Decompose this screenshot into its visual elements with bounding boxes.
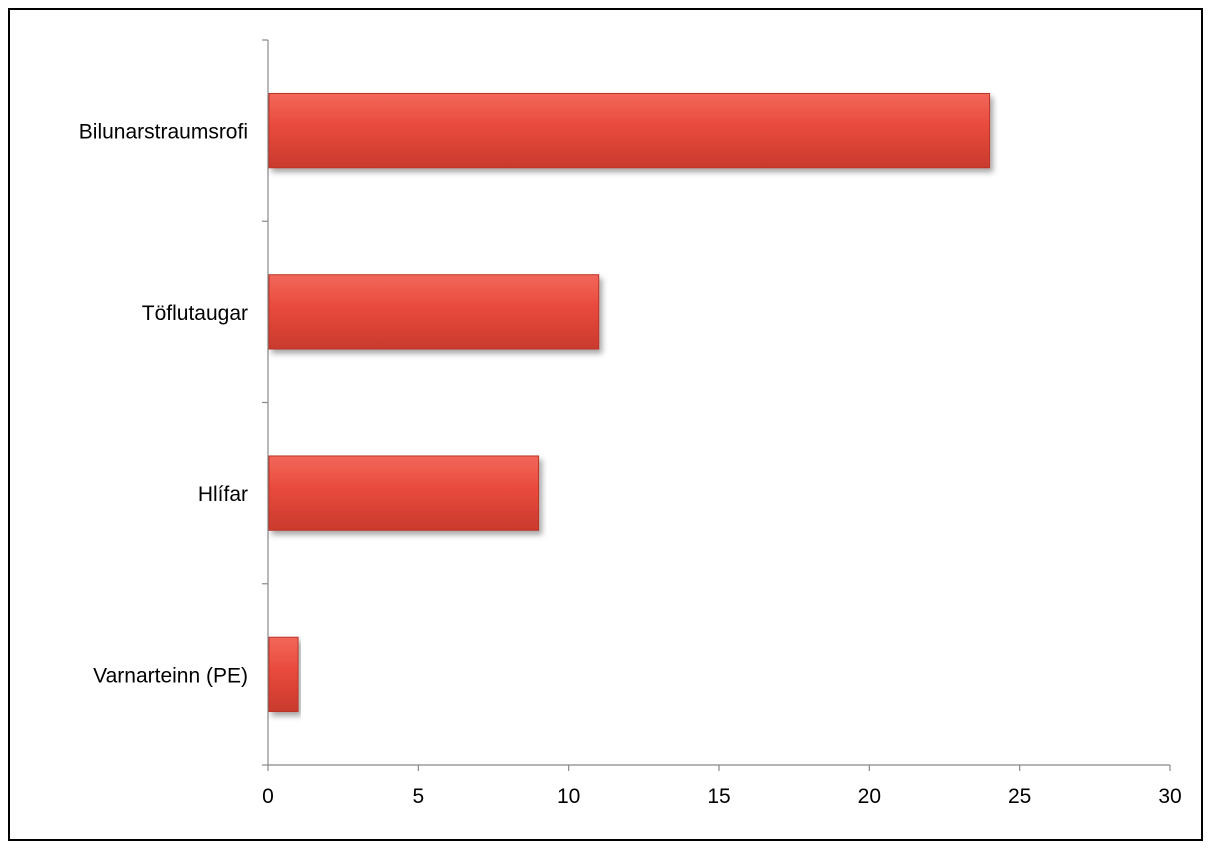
- x-tick-label: 30: [1158, 785, 1181, 808]
- x-tick-label: 25: [1008, 785, 1031, 808]
- category-label: Töflutaugar: [142, 302, 248, 325]
- category-label: Varnarteinn (PE): [93, 664, 248, 687]
- bars: [268, 92, 991, 713]
- bar-1: [268, 92, 991, 169]
- labels: 0 5 10 15 20 25 30 Bilunarstraumsrofi Töflutauga…: [79, 121, 1182, 808]
- category-label: Hlífar: [198, 483, 248, 506]
- x-tick-label: 15: [707, 785, 730, 808]
- bar-4: [268, 636, 299, 713]
- bar-3: [268, 455, 540, 531]
- x-tick-label: 5: [412, 785, 424, 808]
- category-label: Bilunarstraumsrofi: [79, 121, 248, 144]
- bar-2: [268, 274, 600, 350]
- x-tick-label: 10: [557, 785, 580, 808]
- x-tick-label: 0: [262, 785, 274, 808]
- x-tick-label: 20: [858, 785, 881, 808]
- axes: [262, 39, 1171, 771]
